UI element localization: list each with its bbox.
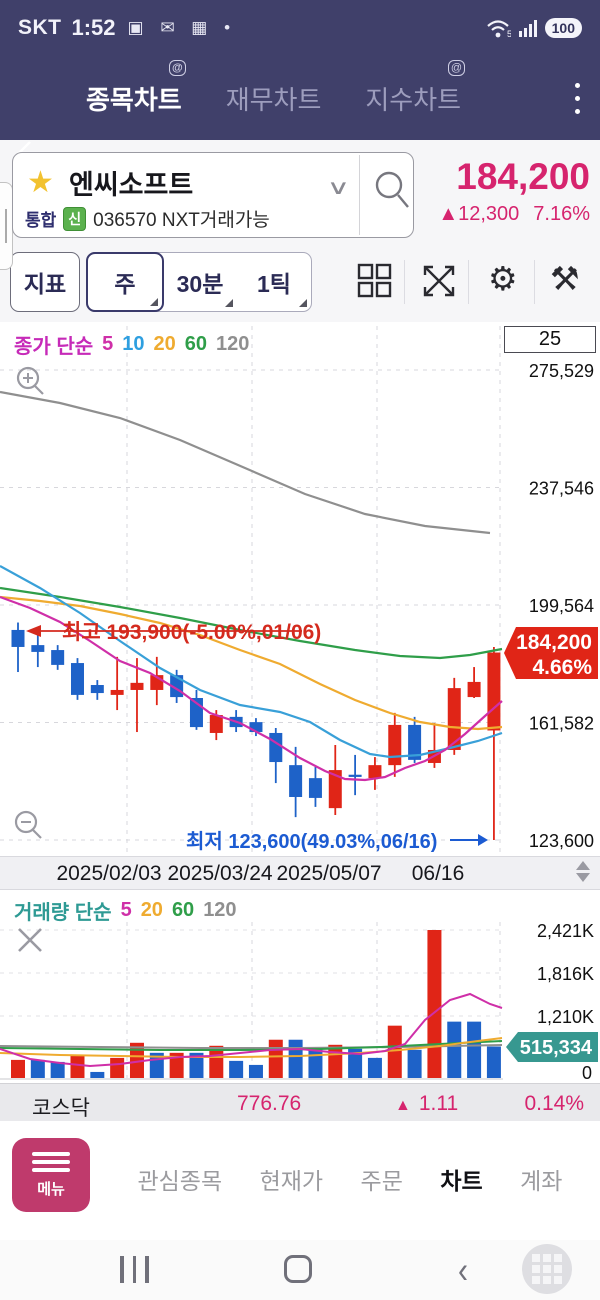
search-icon[interactable] xyxy=(371,167,413,211)
legend-ma-5: 5 xyxy=(120,899,132,921)
legend-ma-5: 5 xyxy=(102,333,114,355)
tab-2[interactable]: 재무차트 xyxy=(225,84,322,115)
index-name: 코스닥 xyxy=(32,1097,90,1120)
axis-scale-arrows-icon[interactable] xyxy=(576,861,590,882)
chart-toolbar: 지표 주 30분 1틱 ⚙ ⚒ xyxy=(0,248,600,322)
app-header: SKT 1:52 ▣ ✉ ▦ • 5 100 종목차트 @ 재무차트 지수차트 @ xyxy=(0,0,600,165)
android-navigation-bar: ‹ xyxy=(0,1240,600,1300)
price-chart[interactable] xyxy=(0,322,600,856)
layout-grid-icon[interactable] xyxy=(356,262,394,300)
index-ticker[interactable]: 코스닥 776.76 ▲ 1.11 0.14% xyxy=(0,1083,600,1121)
stock-selector[interactable]: ★ 엔씨소프트 ∨ 통합 신 036570 NXT거래가능 xyxy=(12,152,414,238)
signal-icon xyxy=(518,20,537,37)
fullscreen-icon[interactable] xyxy=(420,262,458,300)
favorite-star-icon[interactable]: ★ xyxy=(27,166,54,199)
notification-icons: ▣ ✉ ▦ • xyxy=(127,18,237,37)
candle-count-box[interactable]: 25 xyxy=(504,326,596,353)
legend-title: 종가 단순 xyxy=(14,336,94,358)
legend-ma-10: 10 xyxy=(122,333,145,355)
status-time: 1:52 xyxy=(71,15,116,40)
legend-ma-120: 120 xyxy=(203,899,237,921)
close-icon[interactable] xyxy=(14,924,46,956)
zoom-out-icon[interactable] xyxy=(12,808,46,842)
volume-legend: 거래량 단순 5 20 60 120 xyxy=(14,896,237,925)
nav-item-관심종목[interactable]: 관심종목 xyxy=(137,1168,223,1194)
tab-1[interactable]: 종목차트 @ xyxy=(86,59,186,117)
period-selector: 주 30분 1틱 xyxy=(86,252,312,312)
tools-icon[interactable]: ⚒ xyxy=(550,260,580,297)
date-label: 06/16 xyxy=(411,862,465,885)
nav-item-주문[interactable]: 주문 xyxy=(360,1168,403,1194)
date-label: 2025/05/07 xyxy=(276,862,382,885)
wifi-icon: 5 xyxy=(486,20,511,39)
settings-gear-icon[interactable]: ⚙ xyxy=(488,260,518,297)
period-button-30분[interactable]: 30분 xyxy=(163,253,237,311)
date-label: 2025/03/24 xyxy=(167,862,273,885)
nav-item-현재가[interactable]: 현재가 xyxy=(259,1168,324,1194)
tab-sync-badge-icon: @ xyxy=(447,59,466,76)
menu-button[interactable]: 메뉴 xyxy=(12,1138,90,1212)
divider xyxy=(359,155,360,235)
legend-ma-120: 120 xyxy=(216,333,250,355)
home-button[interactable] xyxy=(284,1255,312,1283)
legend-ma-60: 60 xyxy=(171,899,195,921)
legend-ma-60: 60 xyxy=(184,333,208,355)
status-bar: SKT 1:52 ▣ ✉ ▦ • 5 100 xyxy=(0,0,600,56)
nav-item-차트[interactable]: 차트 xyxy=(440,1168,483,1194)
battery-indicator: 100 xyxy=(544,18,582,38)
new-stock-badge: 신 xyxy=(63,206,87,231)
index-change-pct: 0.14% xyxy=(524,1092,584,1115)
bottom-navigation: 메뉴 관심종목 현재가 주문 차트 계좌 xyxy=(0,1121,600,1240)
date-axis: 2025/02/03 2025/03/24 2025/05/07 06/16 xyxy=(0,856,600,890)
period-button-주[interactable]: 주 xyxy=(86,252,164,312)
android-back-button[interactable]: ‹ xyxy=(458,1249,468,1291)
legend-ma-20: 20 xyxy=(140,899,163,921)
price-legend: 종가 단순 5 10 20 60 120 xyxy=(14,330,249,359)
index-change: ▲ 1.11 xyxy=(395,1092,459,1115)
legend-ma-20: 20 xyxy=(153,333,176,355)
indicator-button[interactable]: 지표 xyxy=(10,252,80,312)
price-change: ▲12,300 7.16% xyxy=(438,203,590,225)
header-tabs: 종목차트 @ 재무차트 지수차트 @ xyxy=(86,59,466,117)
current-price: 184,200 xyxy=(456,156,590,197)
overflow-menu-icon[interactable] xyxy=(575,82,580,114)
stock-name: 엔씨소프트 xyxy=(69,170,194,200)
period-button-1틱[interactable]: 1틱 xyxy=(237,253,311,311)
legend-title: 거래량 단순 xyxy=(14,902,112,924)
tab-3[interactable]: 지수차트 @ xyxy=(365,59,466,117)
nav-item-계좌[interactable]: 계좌 xyxy=(520,1168,563,1194)
menu-button-label: 메뉴 xyxy=(37,1180,65,1198)
svg-text:5: 5 xyxy=(507,29,511,39)
date-label: 2025/02/03 xyxy=(56,862,162,885)
tab-sync-badge-icon: @ xyxy=(168,59,186,76)
floating-assistant-icon[interactable] xyxy=(522,1244,572,1294)
stock-code: 036570 NXT거래가능 xyxy=(93,210,270,231)
index-value: 776.76 xyxy=(237,1092,302,1115)
carrier-label: SKT xyxy=(18,16,62,39)
chevron-down-icon[interactable]: ∨ xyxy=(326,177,351,199)
zoom-in-icon[interactable] xyxy=(14,364,48,398)
recents-button[interactable] xyxy=(120,1256,149,1283)
scope-label: 통합 xyxy=(25,211,57,230)
